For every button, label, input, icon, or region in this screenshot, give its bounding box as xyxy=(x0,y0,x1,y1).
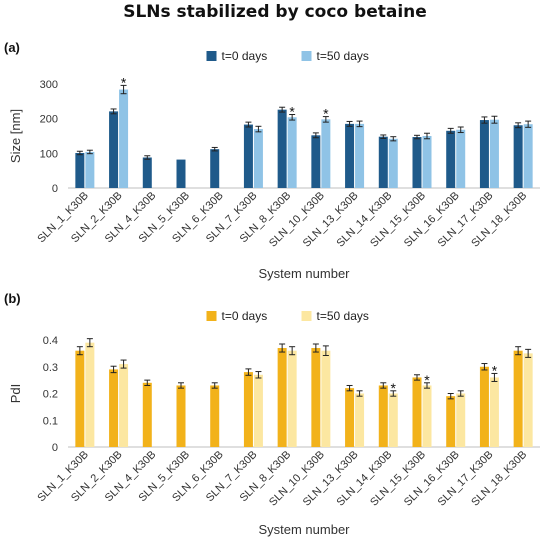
bar xyxy=(446,396,456,447)
bar xyxy=(345,123,355,188)
legend-label: t=50 days xyxy=(317,49,369,63)
figure-title: SLNs stabilized by coco betaine xyxy=(123,2,427,22)
bar xyxy=(378,136,388,188)
bar xyxy=(456,393,466,447)
y-tick-label: 0 xyxy=(52,183,58,195)
bar xyxy=(287,117,297,188)
bar xyxy=(176,385,186,447)
legend-label: t=0 days xyxy=(222,49,268,63)
chart-panel-a: (a) t=0 days t=50 days 0 100 200 300 Size [nm] S… xyxy=(4,40,540,281)
y-axis-label: Size [nm] xyxy=(8,109,23,163)
bar xyxy=(388,393,398,447)
bar xyxy=(412,137,422,188)
bar xyxy=(479,120,489,188)
bar xyxy=(321,350,331,447)
bar xyxy=(489,119,499,188)
bar xyxy=(422,385,432,447)
bar xyxy=(142,382,152,447)
chart-panel-b: (b) t=0 days t=50 days 0 0.1 0.2 0.3 0.4 PdI Syst… xyxy=(4,291,540,537)
bar xyxy=(456,129,466,188)
x-axis-label: System number xyxy=(258,266,350,281)
y-tick-label: 200 xyxy=(40,114,58,126)
bar xyxy=(321,119,331,188)
bar xyxy=(523,353,533,447)
bar xyxy=(176,159,186,188)
bar xyxy=(277,348,287,447)
legend-swatch xyxy=(206,51,217,61)
y-tick-label: 0.4 xyxy=(43,335,58,347)
bar xyxy=(253,129,263,188)
y-tick-label: 300 xyxy=(40,79,58,91)
bar xyxy=(513,125,523,188)
bar xyxy=(523,124,533,188)
bar xyxy=(446,130,456,188)
significance-marker: * xyxy=(391,380,397,396)
bar xyxy=(109,369,119,447)
bar xyxy=(355,393,365,447)
significance-marker: * xyxy=(289,104,295,120)
legend-label: t=50 days xyxy=(317,309,369,323)
bar xyxy=(311,348,321,447)
bar xyxy=(253,374,263,447)
bar xyxy=(142,157,152,188)
x-axis-label: System number xyxy=(258,522,350,537)
bar xyxy=(311,135,321,188)
bar xyxy=(345,388,355,447)
y-tick-label: 0.3 xyxy=(43,362,58,374)
y-tick-label: 0 xyxy=(52,442,58,454)
bar xyxy=(119,364,129,447)
bar xyxy=(119,89,129,188)
legend-label: t=0 days xyxy=(222,309,268,323)
bar xyxy=(85,342,95,447)
significance-marker: * xyxy=(323,106,329,122)
bar xyxy=(489,377,499,447)
significance-marker: * xyxy=(121,74,127,90)
panel-label: (b) xyxy=(4,291,21,306)
bar xyxy=(422,136,432,188)
bar xyxy=(210,149,220,188)
bar xyxy=(75,350,85,447)
bar xyxy=(355,123,365,188)
significance-marker: * xyxy=(492,362,498,378)
panel-label: (a) xyxy=(4,40,20,55)
bar xyxy=(412,377,422,447)
bar xyxy=(277,109,287,188)
significance-marker: * xyxy=(424,372,430,388)
bar xyxy=(287,350,297,447)
bar xyxy=(243,372,253,447)
bar xyxy=(243,124,253,188)
bar xyxy=(75,152,85,188)
y-tick-label: 0.2 xyxy=(43,389,58,401)
bar xyxy=(513,350,523,447)
y-axis-label: PdI xyxy=(8,384,23,404)
bar xyxy=(109,111,119,188)
bar xyxy=(479,366,489,447)
legend-swatch xyxy=(206,311,217,321)
bar xyxy=(378,385,388,447)
bar xyxy=(210,385,220,447)
legend-swatch xyxy=(301,311,312,321)
legend-swatch xyxy=(301,51,312,61)
y-tick-label: 100 xyxy=(40,148,58,160)
bar xyxy=(85,151,95,188)
y-tick-label: 0.1 xyxy=(43,415,58,427)
bar xyxy=(388,138,398,188)
